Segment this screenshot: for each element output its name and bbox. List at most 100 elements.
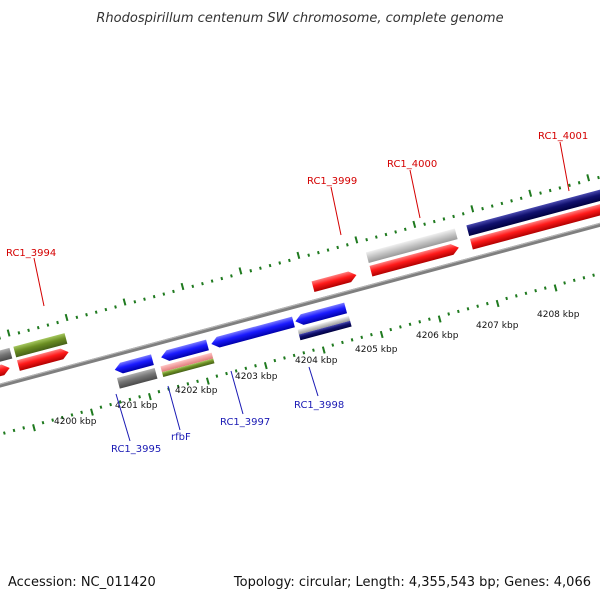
major-tick [148, 393, 152, 401]
minor-tick [46, 323, 50, 327]
minor-tick [254, 364, 257, 368]
minor-tick [418, 320, 422, 324]
gene-rc1-3995[interactable] [113, 354, 154, 375]
gene-rc1-3994-partner[interactable] [13, 333, 68, 358]
scale-label: 4206 kbp [416, 331, 459, 341]
minor-tick [442, 217, 446, 221]
label-rc1-4001[interactable]: RC1_4001 [538, 131, 588, 142]
minor-tick [249, 269, 253, 273]
minor-tick [428, 317, 431, 321]
gene-rc1-4000[interactable] [369, 242, 461, 277]
major-tick [296, 251, 301, 260]
label-rc1-3997[interactable]: RC1_3997 [220, 417, 270, 428]
minor-tick [75, 315, 79, 320]
minor-tick [41, 420, 45, 425]
minor-tick [524, 291, 528, 295]
minor-tick [114, 305, 117, 309]
minor-tick [505, 296, 508, 301]
gene-rc1-3998[interactable] [294, 302, 348, 327]
gene-rc1-3998-partner-grey[interactable] [297, 315, 351, 335]
minor-tick [109, 402, 112, 407]
major-tick [90, 408, 94, 416]
genome-track [0, 173, 600, 435]
label-rc1-3995[interactable]: RC1_3995 [111, 444, 161, 455]
minor-tick [447, 312, 451, 316]
minor-tick [331, 343, 335, 347]
gene-rfbF-partner-olive[interactable] [161, 358, 215, 378]
minor-tick [162, 292, 166, 296]
minor-tick [534, 288, 537, 293]
reverse-gene-labels: RC1_3995 rfbF RC1_3997 RC1_3998 [111, 366, 344, 455]
gene-rc1-3994[interactable] [16, 347, 70, 371]
minor-tick [278, 261, 282, 265]
gene-rc1-4001[interactable] [469, 187, 600, 250]
leader-line [308, 366, 319, 397]
minor-tick [138, 395, 141, 399]
minor-tick [176, 384, 180, 389]
major-tick [354, 236, 359, 244]
minor-tick [196, 379, 199, 383]
minor-tick [215, 374, 219, 378]
minor-tick [592, 273, 595, 277]
scale-label: 4205 kbp [355, 345, 398, 355]
major-tick [64, 313, 69, 322]
leader-line [115, 393, 131, 442]
label-rc1-4000[interactable]: RC1_4000 [387, 159, 437, 170]
scale-label: 4200 kbp [54, 417, 97, 427]
label-rc1-3999[interactable]: RC1_3999 [307, 176, 357, 187]
gene-feature[interactable] [0, 363, 11, 382]
minor-tick [490, 204, 494, 208]
minor-tick [341, 340, 344, 345]
minor-tick [466, 307, 470, 311]
minor-tick [365, 237, 369, 242]
major-tick [495, 299, 500, 308]
minor-tick [548, 188, 552, 193]
gene-rfbF[interactable] [160, 339, 209, 363]
major-tick [553, 284, 558, 292]
label-rc1-3998[interactable]: RC1_3998 [294, 400, 344, 411]
minor-tick [12, 428, 16, 433]
major-tick [6, 329, 11, 337]
map-title: Rhodospirillum centenum SW chromosome, c… [96, 11, 503, 26]
leader-line [330, 186, 342, 236]
gene-rc1-3999[interactable] [311, 270, 358, 292]
minor-tick [128, 397, 132, 402]
minor-tick [186, 382, 190, 386]
minor-tick [85, 313, 88, 317]
gene-rc1-3995-partner[interactable] [116, 367, 158, 389]
minor-tick [370, 332, 373, 337]
minor-tick [273, 358, 277, 363]
leader-line [230, 370, 244, 415]
minor-tick [568, 183, 571, 188]
minor-tick [350, 338, 354, 342]
minor-tick [543, 286, 547, 290]
label-rc1-3994[interactable]: RC1_3994 [6, 248, 56, 259]
minor-tick [394, 230, 397, 234]
minor-tick [152, 294, 156, 299]
major-tick [412, 220, 417, 228]
gene-rfbF-partner-pink[interactable] [160, 352, 214, 373]
gene-rc1-3997[interactable] [210, 316, 295, 350]
scale-label: 4202 kbp [175, 386, 218, 396]
genome-summary-text: Topology: circular; Length: 4,355,543 bp… [233, 575, 591, 590]
major-tick [379, 330, 384, 339]
scale-label: 4201 kbp [115, 401, 158, 411]
minor-tick [3, 431, 6, 435]
gene-rc1-3998-partner-navy[interactable] [298, 320, 352, 341]
gene-rc1-4000-partner[interactable] [365, 228, 458, 263]
reverse-tick-row [3, 273, 595, 435]
minor-tick [389, 327, 393, 332]
label-rfbF[interactable]: rfbF [171, 432, 191, 443]
gene-rc1-4001-partner[interactable] [466, 173, 600, 237]
major-tick [321, 346, 326, 354]
minor-tick [80, 410, 83, 415]
leader-line [409, 169, 421, 219]
minor-tick [539, 191, 542, 195]
gene-feature[interactable] [0, 347, 13, 366]
minor-tick [577, 181, 581, 185]
minor-tick [210, 279, 214, 283]
minor-tick [408, 322, 412, 327]
minor-tick [0, 336, 1, 340]
minor-tick [514, 294, 518, 298]
